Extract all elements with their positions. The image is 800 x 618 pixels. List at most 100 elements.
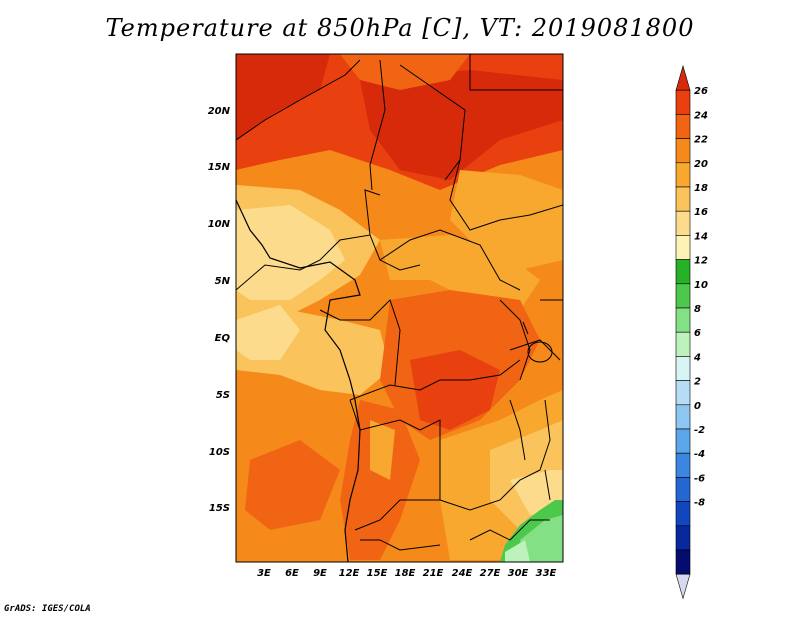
lon-label: 33E (536, 568, 557, 579)
border-car (379, 229, 521, 291)
border-algeria-mali (236, 59, 361, 141)
colorbar-label: -8 (694, 498, 705, 509)
grads-credit: GrADS: IGES/COLA (4, 604, 91, 614)
colorbar-swatch (675, 114, 691, 139)
border-east-rift (499, 299, 531, 381)
border-drc-south (349, 359, 521, 401)
lat-label: 10S (209, 447, 230, 458)
lakes (509, 321, 553, 501)
colorbar-swatch (675, 525, 691, 551)
lon-label: 9E (313, 568, 327, 579)
colorbar-label: -4 (694, 449, 705, 460)
lon-label: 18E (395, 568, 416, 579)
border-zambia (439, 399, 551, 511)
field-angola-plateau (370, 420, 395, 480)
border-namibia (360, 539, 441, 551)
lon-label: 15E (367, 568, 388, 579)
colorbar-label: 12 (694, 256, 708, 267)
border-gabon-congo (319, 299, 401, 386)
field-southeast-colder (520, 515, 563, 562)
colorbar-swatch (675, 307, 691, 333)
lake-victoria (527, 341, 553, 363)
colorbar-swatch (675, 259, 691, 285)
lat-label: 5N (215, 276, 231, 287)
lon-label: 30E (508, 568, 529, 579)
map-frame (235, 53, 564, 563)
lat-label: 5S (216, 390, 230, 401)
colorbar-swatch (675, 283, 691, 309)
lat-label: 10N (208, 219, 231, 230)
colorbar-swatch (675, 428, 691, 454)
border-nigeria (236, 234, 421, 291)
lon-label: 12E (339, 568, 360, 579)
colorbar-label: 8 (694, 304, 701, 315)
lake-tanganyika (509, 399, 526, 461)
country-borders (236, 54, 563, 551)
coastline (236, 199, 361, 562)
colorbar-label: 22 (694, 135, 708, 146)
field-sahara-hottest-west (236, 54, 330, 140)
lat-axis: 20N 15N 10N 5N EQ 5S 10S 15S (208, 106, 231, 514)
border-angola (349, 399, 441, 531)
colorbar-label: 26 (694, 86, 708, 97)
field-sahara-warm (340, 54, 470, 90)
border-chad-nigeria (364, 189, 381, 236)
colorbar-label: 4 (693, 352, 701, 363)
coast-west-africa (236, 199, 361, 562)
colorbar-swatch (675, 380, 691, 406)
field-west-cool (236, 205, 345, 300)
colorbar-swatch (675, 549, 691, 575)
colorbar-swatch (675, 501, 691, 527)
lake-albert (522, 321, 529, 335)
field-gulf-cool (236, 305, 300, 360)
colorbar-swatch (675, 138, 691, 164)
lat-label: EQ (215, 333, 231, 344)
map-title: Temperature at 850hPa [C], VT: 201908180… (105, 14, 695, 42)
field-atlantic-warm (245, 440, 340, 530)
colorbar-label: 16 (694, 207, 708, 218)
lat-label: 15N (208, 162, 231, 173)
border-lake-victoria (509, 339, 561, 361)
colorbar-label: 6 (694, 328, 701, 339)
border-niger-west (369, 59, 386, 191)
lat-label: 15S (209, 503, 230, 514)
lon-axis: 3E 6E 9E 12E 15E 18E 21E 24E 27E 30E 33E (257, 568, 556, 579)
lon-label: 24E (452, 568, 473, 579)
colorbar-label: 24 (694, 110, 708, 121)
colorbar-swatch (675, 89, 691, 115)
lake-malawi (544, 469, 551, 501)
colorbar-swatch (675, 186, 691, 212)
border-libya-chad (399, 64, 466, 181)
colorbar-label: -2 (694, 425, 705, 436)
colorbar-swatch (675, 477, 691, 502)
colorbar-swatch (675, 331, 691, 357)
border-chad-sudan (449, 159, 563, 231)
colorbar-swatch (675, 356, 691, 381)
lon-label: 6E (285, 568, 299, 579)
border-zimbabwe (469, 519, 550, 541)
colorbar-label: 10 (694, 280, 708, 291)
field-southeast-edge (505, 540, 530, 562)
colorbar-swatch (675, 64, 691, 91)
colorbar-label: 20 (694, 159, 708, 170)
lon-label: 3E (257, 568, 271, 579)
border-egypt-sudan (469, 54, 563, 91)
colorbar-swatch (675, 162, 691, 188)
colorbar-swatch (675, 235, 691, 260)
colorbar-swatch (675, 573, 691, 600)
lon-label: 21E (423, 568, 444, 579)
colorbar-label: 18 (694, 183, 708, 194)
colorbar-swatch (675, 452, 691, 478)
lat-label: 20N (208, 106, 231, 117)
colorbar-label: -6 (694, 473, 705, 484)
lon-label: 27E (480, 568, 501, 579)
colorbar-swatch (675, 210, 691, 236)
colorbar-label: 14 (694, 231, 708, 242)
colorbar-label: 2 (694, 377, 701, 388)
field-sahara-hottest-east (360, 70, 563, 180)
colorbar-swatch (675, 404, 691, 430)
field-central-rim (380, 235, 540, 310)
colorbar-label: 0 (694, 401, 701, 412)
